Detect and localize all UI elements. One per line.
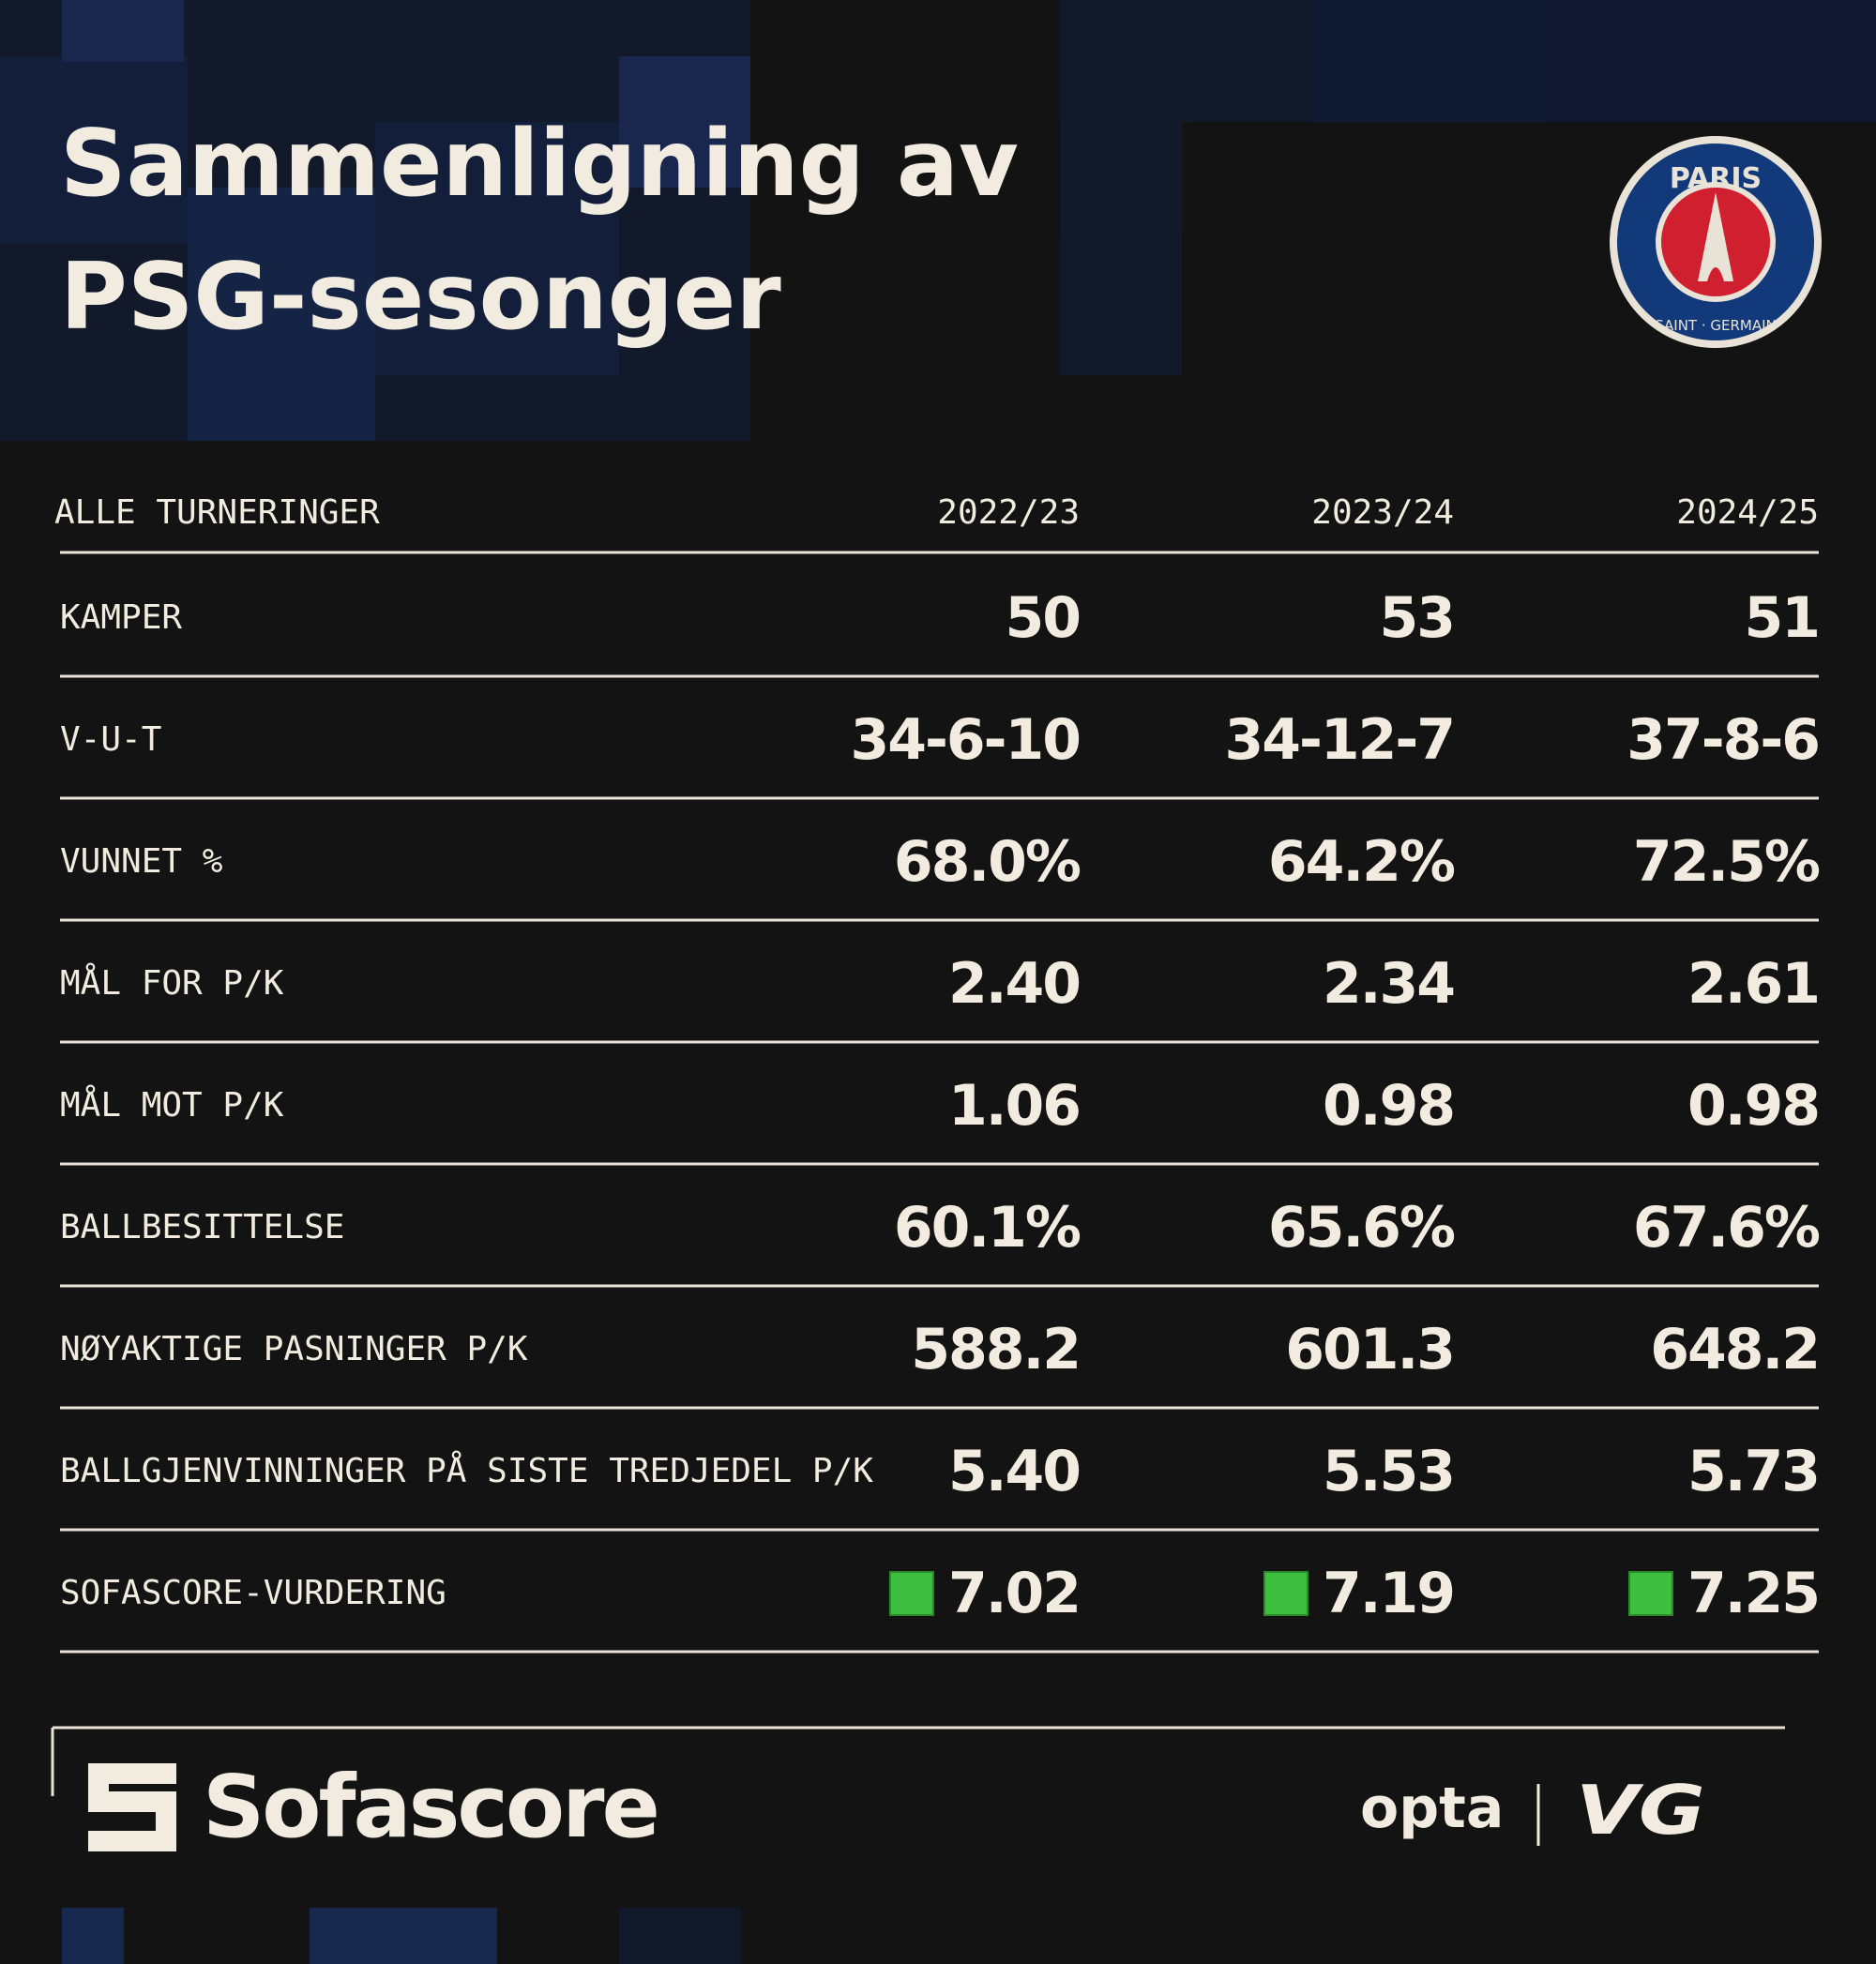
row-label: MÅL FOR P/K [60, 962, 284, 1003]
cell-value: 37-8-6 [1626, 707, 1819, 773]
cell-value: 34-12-7 [1224, 707, 1454, 773]
cell-value: 1.06 [948, 1073, 1080, 1139]
logo-text: SAINT · GERMAIN [1655, 317, 1777, 334]
cell-value: 7.19 [1323, 1561, 1454, 1626]
cell-value: 68.0% [894, 829, 1081, 895]
cell-value: 588.2 [911, 1317, 1080, 1382]
column-header: 2022/23 [937, 493, 1080, 532]
cell-value: 0.98 [1687, 1073, 1819, 1139]
title-line: PSG-sesonger [60, 244, 781, 351]
cell-value: 60.1% [894, 1195, 1081, 1261]
rating-badge [888, 1571, 934, 1616]
partner: VG [1576, 1771, 1705, 1850]
cell-value: 50 [1006, 585, 1081, 651]
row-label: MÅL MOT P/K [60, 1084, 284, 1125]
cell-value: 65.6% [1268, 1195, 1455, 1261]
logo-text: PARIS [1670, 162, 1762, 195]
row-label: BALLBESITTELSE [60, 1208, 344, 1246]
cell-value: 5.53 [1323, 1439, 1454, 1504]
cell-value: 601.3 [1285, 1317, 1454, 1382]
rating-badge [1263, 1571, 1309, 1616]
row-label: NØYAKTIGE PASNINGER P/K [60, 1330, 528, 1368]
cell-value: 67.6% [1633, 1195, 1820, 1261]
cell-value: 34-6-10 [850, 707, 1080, 773]
cell-value: 64.2% [1268, 829, 1455, 895]
row-label: SOFASCORE-VURDERING [60, 1574, 446, 1612]
partner: opta [1360, 1775, 1504, 1841]
cell-value: 2.61 [1687, 951, 1819, 1017]
cell-value: 51 [1745, 585, 1820, 651]
row-label: BALLGJENVINNINGER PÅ SISTE TREDJEDEL P/K [60, 1450, 873, 1490]
cell-value: 2.34 [1323, 951, 1454, 1017]
cell-value: 5.40 [948, 1439, 1080, 1504]
column-header: ALLE TURNERINGER [54, 493, 380, 532]
row-label: VUNNET % [60, 842, 223, 881]
cell-value: 648.2 [1650, 1317, 1819, 1382]
row-label: V-U-T [60, 720, 161, 759]
brand: Sofascore [203, 1757, 658, 1857]
cell-value: 2.40 [948, 951, 1080, 1017]
cell-value: 53 [1380, 585, 1455, 651]
club-logo: PARIS SAINT · GERMAIN [1610, 136, 1822, 348]
cell-value: 0.98 [1323, 1073, 1454, 1139]
column-header: 2023/24 [1311, 493, 1454, 532]
sofascore-logo [88, 1763, 176, 1851]
row-label: KAMPER [60, 598, 182, 637]
rating-badge [1627, 1571, 1673, 1616]
cell-value: 5.73 [1687, 1439, 1819, 1504]
cell-value: 72.5% [1633, 829, 1820, 895]
title-line: Sammenligning av [60, 111, 1019, 218]
cell-value: 7.02 [948, 1561, 1080, 1626]
cell-value: 7.25 [1687, 1561, 1819, 1626]
column-header: 2024/25 [1676, 493, 1819, 532]
